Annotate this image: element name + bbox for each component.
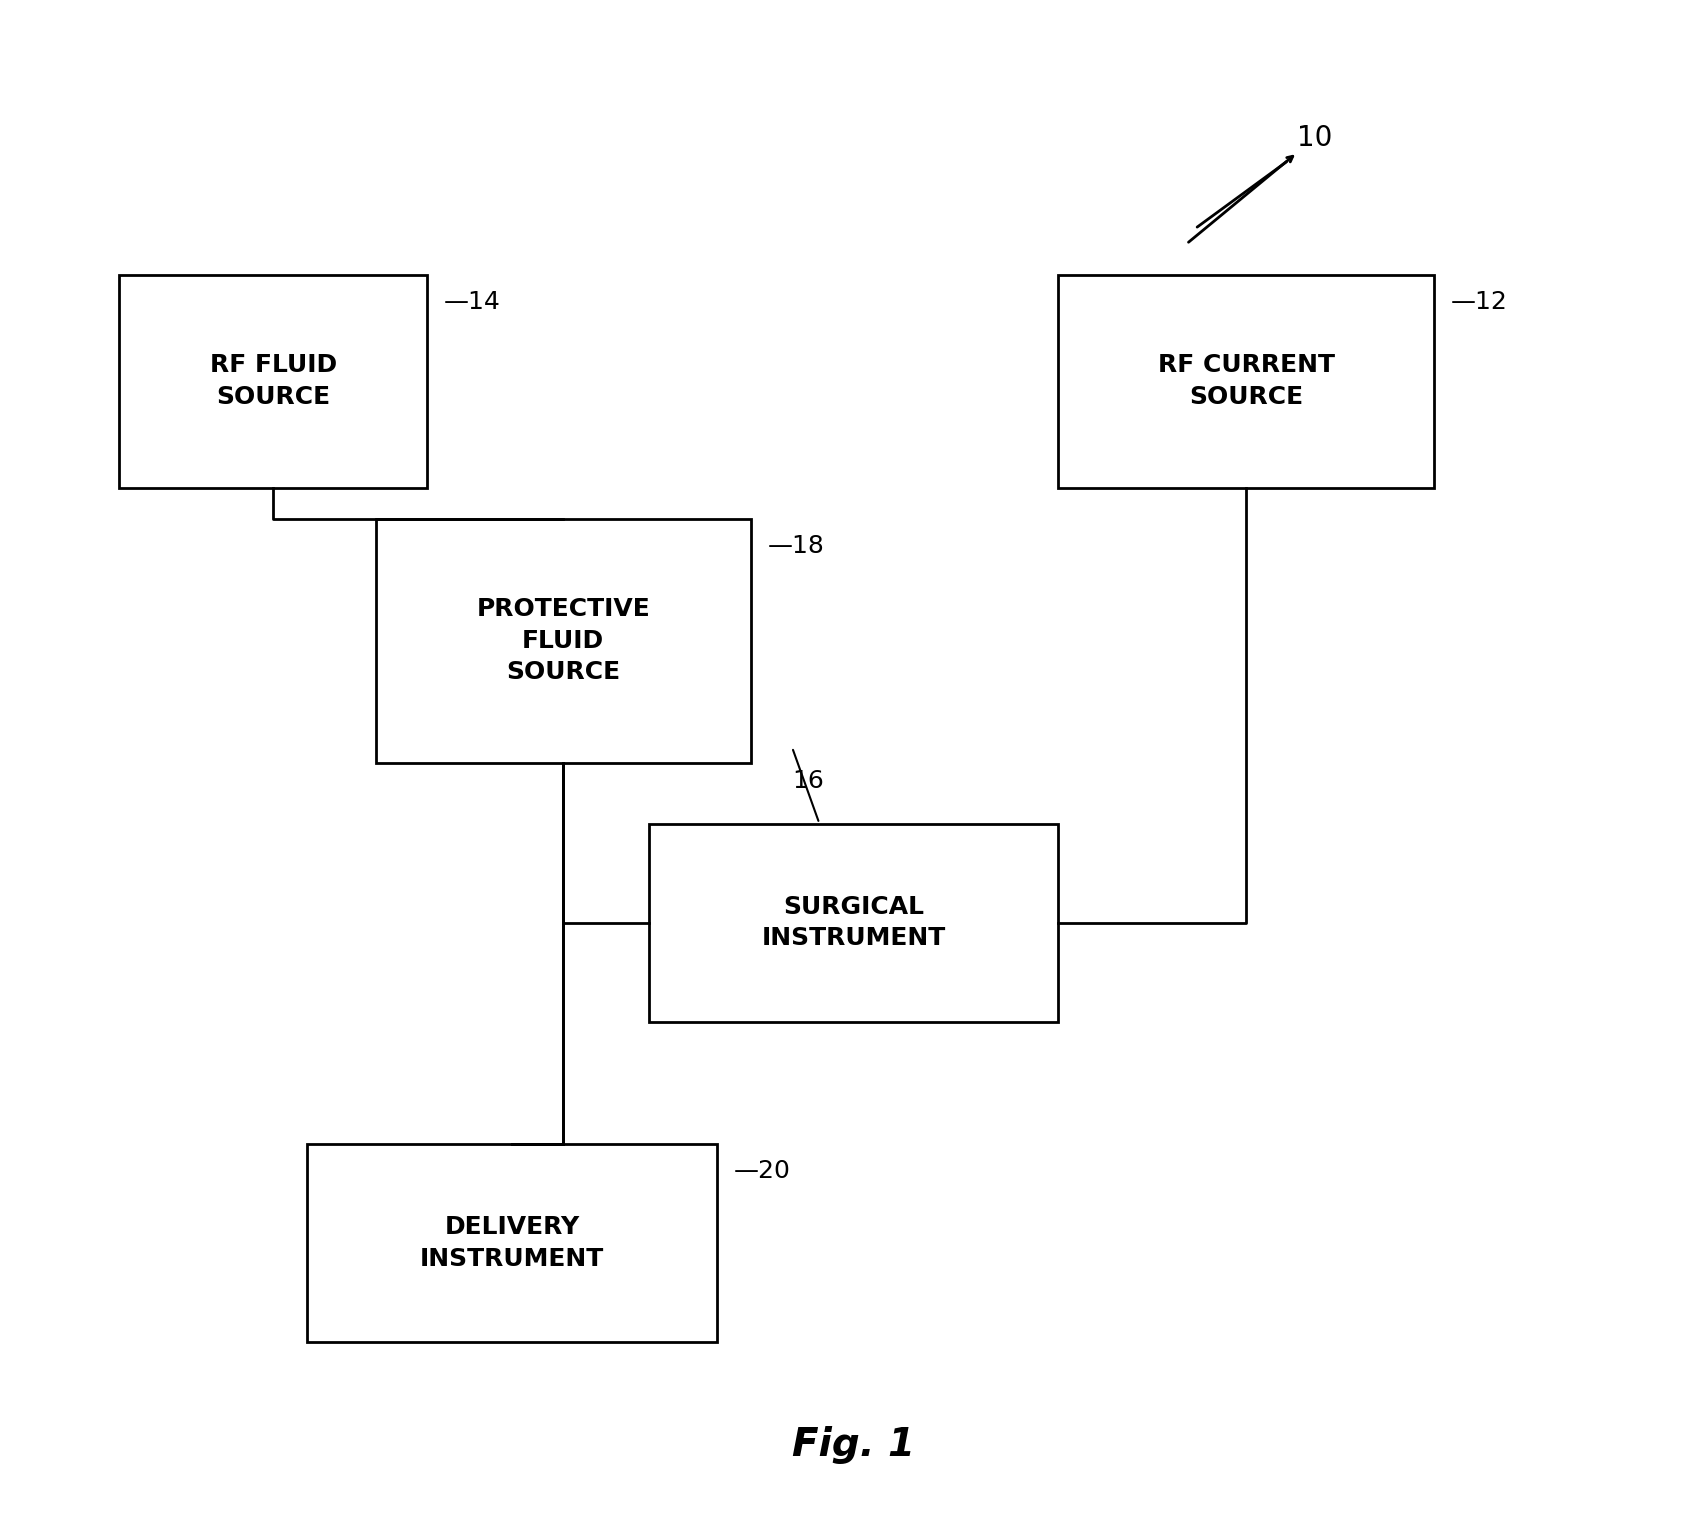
Text: DELIVERY
INSTRUMENT: DELIVERY INSTRUMENT [420, 1215, 604, 1270]
FancyBboxPatch shape [649, 824, 1058, 1022]
Text: 16: 16 [792, 769, 824, 793]
Text: —12: —12 [1451, 290, 1507, 314]
FancyBboxPatch shape [1058, 274, 1434, 488]
Text: 10: 10 [1297, 125, 1333, 152]
Text: SURGICAL
INSTRUMENT: SURGICAL INSTRUMENT [761, 895, 946, 950]
Text: RF FLUID
SOURCE: RF FLUID SOURCE [210, 354, 336, 409]
FancyBboxPatch shape [119, 274, 427, 488]
Text: —18: —18 [768, 534, 824, 558]
FancyBboxPatch shape [307, 1144, 717, 1342]
Text: PROTECTIVE
FLUID
SOURCE: PROTECTIVE FLUID SOURCE [476, 596, 650, 685]
Text: —20: —20 [734, 1159, 790, 1183]
FancyBboxPatch shape [376, 518, 751, 762]
Text: Fig. 1: Fig. 1 [792, 1426, 915, 1464]
Text: —14: —14 [444, 290, 500, 314]
Text: RF CURRENT
SOURCE: RF CURRENT SOURCE [1157, 354, 1335, 409]
